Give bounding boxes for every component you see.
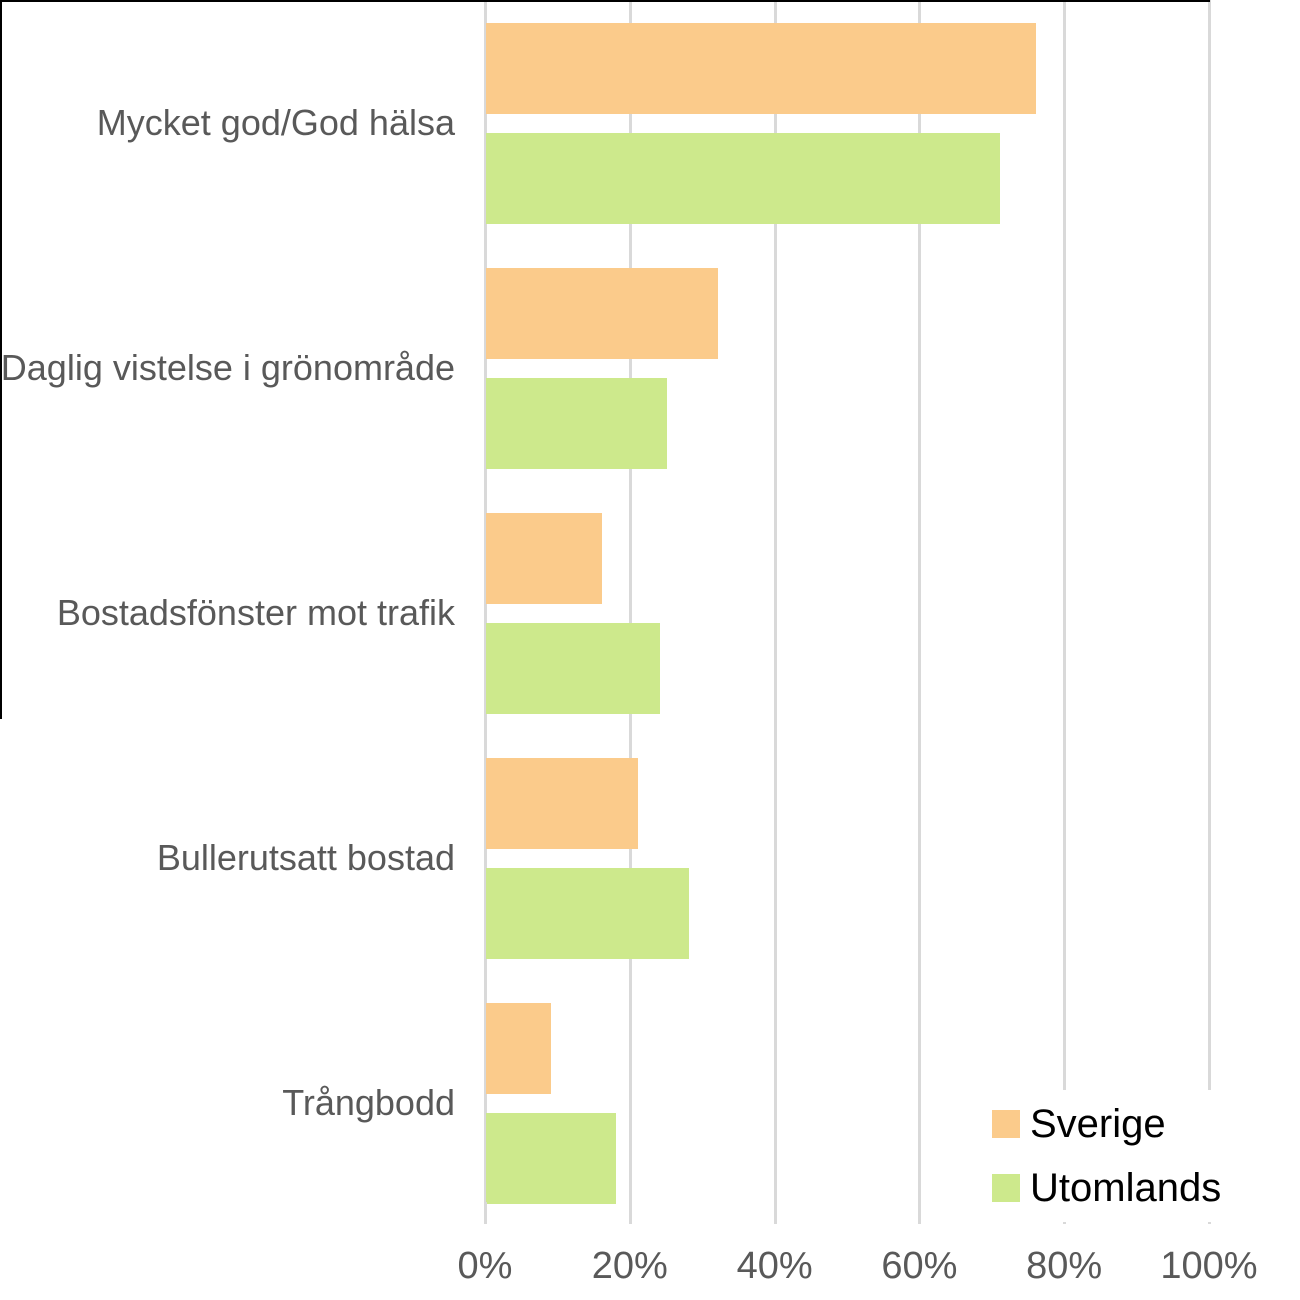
x-axis-label: 20% <box>591 1245 668 1287</box>
gridline-20 <box>628 0 632 1202</box>
category-label-4: Trångbodd <box>282 1082 455 1123</box>
bar-sverige-1 <box>486 268 718 359</box>
legend-swatch-utomlands <box>992 1174 1020 1202</box>
screenshot-border-top <box>0 0 1210 2</box>
gridline-0 <box>484 0 487 1202</box>
bar-sverige-3 <box>486 758 638 849</box>
legend-label-sverige: Sverige <box>1030 1102 1166 1146</box>
x-axis-label: 60% <box>881 1245 958 1287</box>
gridline-60 <box>918 0 922 1202</box>
legend-swatch-sverige <box>992 1110 1020 1138</box>
bar-utomlands-2 <box>486 623 660 714</box>
tick-mark-40 <box>773 1202 777 1224</box>
screenshot-border-left <box>0 0 2 719</box>
bar-sverige-2 <box>486 513 602 604</box>
x-axis-label: 40% <box>736 1245 813 1287</box>
category-label-3: Bullerutsatt bostad <box>156 837 455 878</box>
category-label-1: Daglig vistelse i grönområde <box>0 347 455 388</box>
gridline-80 <box>1063 0 1067 1202</box>
bar-utomlands-3 <box>486 868 689 959</box>
bar-utomlands-1 <box>486 378 667 469</box>
category-label-2: Bostadsfönster mot trafik <box>56 592 455 633</box>
bar-utomlands-0 <box>486 133 1000 224</box>
x-axis-label: 0% <box>457 1245 513 1287</box>
tick-mark-20 <box>628 1202 632 1224</box>
legend-item-utomlands: Utomlands <box>992 1164 1221 1212</box>
gridline-40 <box>773 0 777 1202</box>
gridline-100 <box>1208 0 1211 1202</box>
legend: Sverige Utomlands <box>984 1090 1236 1222</box>
x-axis-label: 100% <box>1160 1245 1258 1287</box>
legend-label-utomlands: Utomlands <box>1030 1166 1222 1210</box>
x-axis-label: 80% <box>1026 1245 1103 1287</box>
bar-utomlands-4 <box>486 1113 616 1204</box>
bar-sverige-4 <box>486 1003 551 1094</box>
tick-mark-0 <box>484 1202 487 1224</box>
legend-item-sverige: Sverige <box>992 1100 1221 1148</box>
tick-mark-60 <box>918 1202 922 1224</box>
bar-sverige-0 <box>486 23 1036 114</box>
category-label-0: Mycket god/God hälsa <box>96 102 455 143</box>
